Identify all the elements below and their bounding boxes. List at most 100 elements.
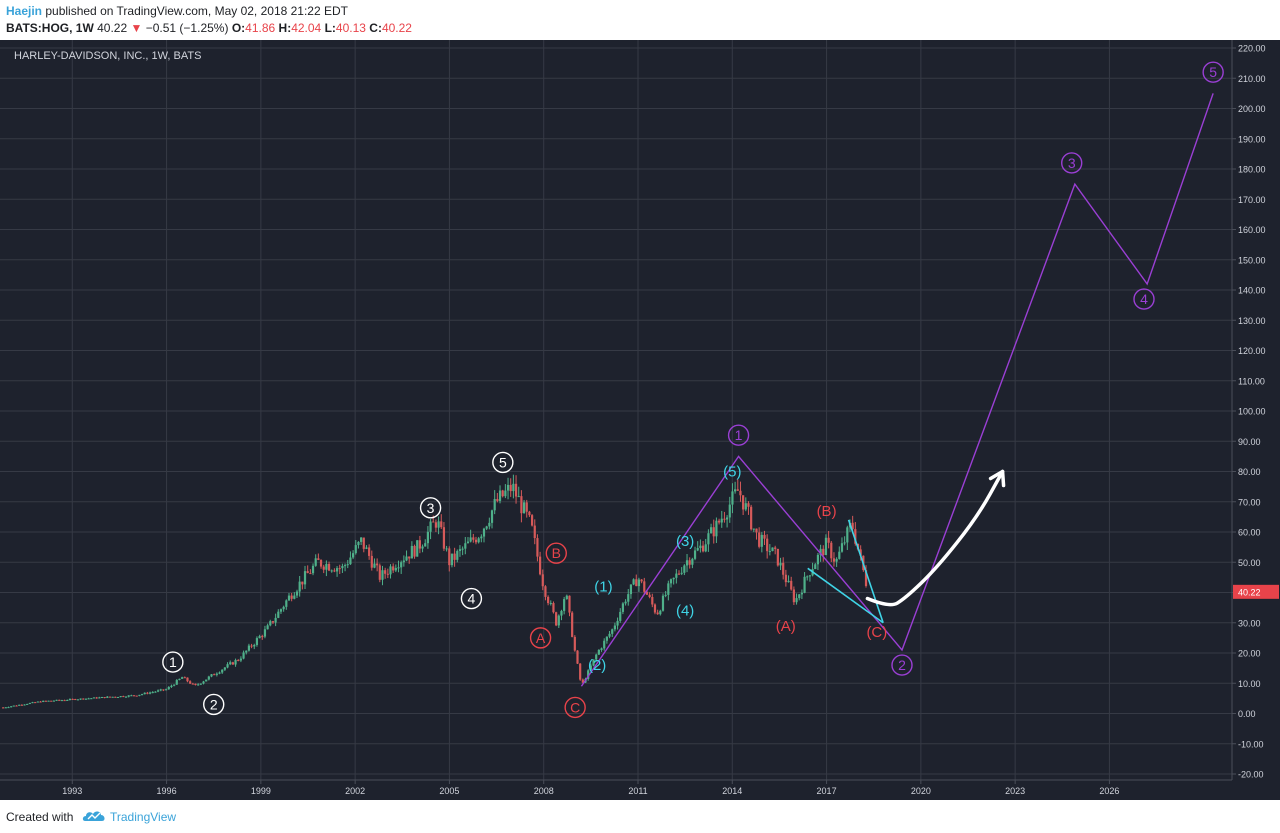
candle-up bbox=[26, 703, 29, 705]
candle-down bbox=[755, 528, 758, 533]
candle-up bbox=[627, 594, 630, 602]
candle-up bbox=[696, 548, 699, 551]
candle-up bbox=[685, 560, 689, 566]
candle-up bbox=[512, 483, 515, 492]
candle-down bbox=[496, 499, 499, 501]
candle-up bbox=[266, 625, 269, 630]
candle-down bbox=[474, 539, 478, 543]
y-tick-label: 180.00 bbox=[1238, 165, 1266, 175]
candle-up bbox=[616, 620, 619, 626]
candle-up bbox=[504, 490, 507, 497]
candle-down bbox=[782, 562, 785, 575]
x-tick-label: 1999 bbox=[251, 786, 271, 796]
candle-down bbox=[408, 556, 411, 559]
candle-down bbox=[368, 547, 371, 556]
candle-up bbox=[421, 546, 424, 549]
y-tick-label: 80.00 bbox=[1238, 467, 1261, 477]
price-chart[interactable]: 220.00210.00200.00190.00180.00170.00160.… bbox=[0, 40, 1280, 800]
candle-up bbox=[726, 517, 729, 520]
candle-up bbox=[699, 545, 702, 549]
candle-down bbox=[440, 521, 443, 528]
candle-down bbox=[319, 560, 323, 567]
candle-down bbox=[418, 540, 421, 549]
y-tick-label: -20.00 bbox=[1238, 770, 1264, 780]
wave-label: (2) bbox=[588, 657, 606, 674]
candle-down bbox=[34, 702, 37, 704]
candle-up bbox=[819, 548, 822, 555]
candle-down bbox=[677, 573, 681, 575]
candle-up bbox=[92, 697, 96, 699]
candle-down bbox=[536, 538, 539, 557]
candle-up bbox=[389, 566, 392, 575]
candle-up bbox=[709, 527, 713, 534]
candle-up bbox=[624, 601, 627, 604]
candle-up bbox=[218, 672, 221, 674]
candle-down bbox=[864, 570, 868, 586]
forecast-arrow-head bbox=[988, 469, 1006, 488]
candle-down bbox=[552, 603, 555, 613]
candle-up bbox=[311, 565, 315, 574]
y-tick-label: -10.00 bbox=[1238, 739, 1264, 749]
candle-down bbox=[434, 522, 438, 528]
candle-down bbox=[378, 565, 381, 580]
wave-label: (A) bbox=[776, 618, 796, 635]
tradingview-logo-icon[interactable] bbox=[82, 809, 106, 823]
candle-up bbox=[734, 489, 737, 492]
candle-up bbox=[410, 545, 413, 559]
candle-up bbox=[704, 544, 707, 552]
candle-down bbox=[20, 704, 23, 706]
candle-up bbox=[450, 553, 454, 566]
candle-down bbox=[525, 502, 528, 512]
wave-label: 2 bbox=[898, 657, 906, 673]
published-text: published on TradingView.com, May 02, 20… bbox=[45, 4, 348, 18]
wave-overlays bbox=[580, 93, 1214, 687]
wave-label: (3) bbox=[676, 533, 694, 550]
candle-up bbox=[314, 558, 317, 566]
candle-up bbox=[197, 684, 200, 686]
candle-down bbox=[539, 556, 542, 575]
last-price-tag-label: 40.22 bbox=[1238, 587, 1261, 597]
candle-up bbox=[493, 499, 496, 511]
candle-down bbox=[103, 697, 106, 699]
candle-down bbox=[432, 521, 435, 523]
candle-down bbox=[514, 483, 518, 497]
candle-down bbox=[648, 594, 651, 598]
candle-up bbox=[42, 700, 45, 702]
candle-up bbox=[12, 705, 15, 707]
candle-down bbox=[854, 529, 857, 544]
wave-label: (B) bbox=[817, 503, 837, 520]
forecast-arrow-path bbox=[865, 469, 1005, 607]
candle-down bbox=[827, 537, 830, 543]
tradingview-link[interactable]: TradingView bbox=[110, 810, 177, 824]
candle-down bbox=[576, 650, 579, 664]
candle-up bbox=[330, 570, 333, 572]
candle-down bbox=[533, 525, 536, 539]
candle-up bbox=[66, 699, 69, 701]
candle-up bbox=[838, 551, 841, 559]
candle-up bbox=[795, 598, 798, 603]
candle-up bbox=[482, 528, 486, 537]
candle-down bbox=[688, 560, 691, 565]
candle-up bbox=[221, 669, 224, 673]
symbol-info: BATS:HOG, 1W 40.22 ▼ −0.51 (−1.25%) O:41… bbox=[6, 21, 412, 35]
candles bbox=[2, 474, 868, 709]
candle-down bbox=[501, 490, 504, 497]
candle-up bbox=[707, 533, 710, 545]
author-link[interactable]: Haejin bbox=[6, 4, 43, 18]
y-tick-label: 130.00 bbox=[1238, 316, 1266, 326]
chart-title: HARLEY-DAVIDSON, INC., 1W, BATS bbox=[14, 50, 201, 62]
low-value: 40.13 bbox=[335, 21, 366, 35]
candle-down bbox=[701, 545, 705, 552]
candle-up bbox=[143, 692, 146, 695]
candle-up bbox=[768, 551, 771, 553]
candle-up bbox=[835, 558, 838, 562]
candle-up bbox=[28, 702, 31, 704]
y-tick-label: 90.00 bbox=[1238, 437, 1261, 447]
candle-up bbox=[683, 565, 686, 573]
candle-down bbox=[44, 700, 47, 702]
wave-label: C bbox=[570, 699, 580, 715]
low-label: L: bbox=[324, 21, 336, 35]
candle-up bbox=[335, 568, 339, 572]
candle-up bbox=[557, 615, 560, 626]
candle-up bbox=[55, 699, 58, 701]
